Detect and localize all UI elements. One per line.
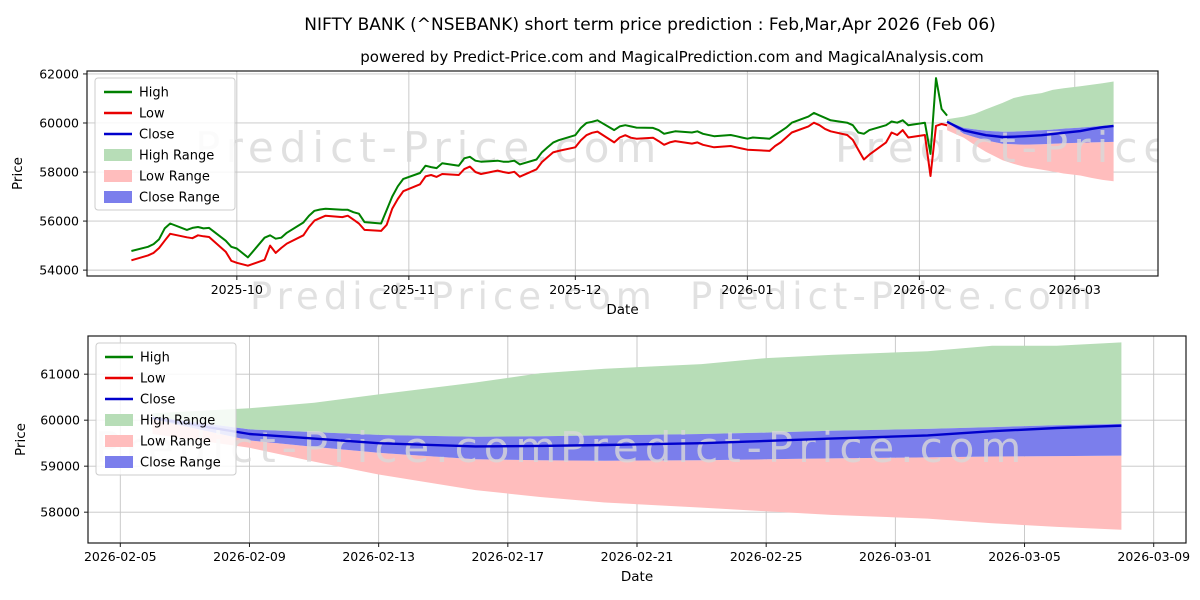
y-tick-label: 58000: [40, 505, 80, 520]
watermark: Predict-Price.com: [195, 123, 662, 172]
watermark: Predict-Price.com: [835, 123, 1200, 172]
x-tick-label: 2026-02-21: [601, 549, 674, 564]
legend-label: High: [140, 351, 170, 366]
watermark: Predict-Price.com: [690, 275, 1097, 318]
legend-label: High Range: [140, 414, 215, 429]
x-tick-label: 2026-02-13: [342, 549, 415, 564]
watermark-row: Predict-Price.com Predict-Price.com: [250, 275, 1097, 318]
x-tick-label: 2025-12: [549, 282, 601, 297]
legend-close-range-sample: [104, 191, 132, 203]
legend-label: Low Range: [139, 170, 210, 185]
low-line: [131, 121, 948, 267]
y-axis-label: Price: [13, 423, 29, 456]
high-line: [131, 77, 948, 259]
legend: High Low Close High Range Low Range Close Ran…: [95, 342, 237, 476]
legend-label: Low: [139, 107, 165, 122]
x-tick-label: 2026-02-05: [84, 549, 157, 564]
y-axis-label: Price: [10, 157, 26, 190]
legend-label: Close: [139, 128, 174, 143]
x-tick-label: 2026-02-09: [213, 549, 286, 564]
x-tick-label: 2026-02-25: [730, 549, 803, 564]
low-range-band: [152, 419, 1122, 530]
watermark: Predict-Price.com: [560, 423, 1027, 472]
x-tick-label: 2026-01: [721, 282, 773, 297]
legend-label: Low: [140, 372, 166, 387]
legend-high-range-sample: [105, 414, 133, 426]
legend-label: High Range: [139, 149, 214, 164]
y-tick-label: 60000: [39, 115, 79, 130]
legend-low-range-sample: [105, 435, 133, 447]
y-tick-label: 62000: [39, 66, 79, 81]
plot-border: [86, 70, 1159, 277]
price-history-chart: Predict-Price.comPredict-Price.com2025-1…: [10, 66, 1200, 318]
x-tick-label: 2025-11: [383, 282, 435, 297]
close-range-band: [152, 416, 1122, 461]
x-tick-label: 2025-10: [211, 282, 263, 297]
y-tick-label: 54000: [39, 263, 79, 278]
y-tick-label: 56000: [39, 214, 79, 229]
legend-low-range-sample: [104, 170, 132, 182]
low-range-band: [947, 122, 1114, 182]
x-tick-label: 2026-03-09: [1117, 549, 1190, 564]
high-range-band: [152, 342, 1122, 437]
prediction-zoom-chart: Predict-Price.comPredict-Price.com2026-0…: [13, 335, 1190, 585]
high-range-band: [947, 81, 1114, 132]
legend-label: High: [139, 86, 169, 101]
legend: High Low Close High Range Low Range Close Ran…: [94, 77, 236, 211]
x-axis-label: Date: [606, 302, 638, 318]
close-line: [152, 416, 1122, 448]
figure-subtitle: powered by Predict-Price.com and Magical…: [360, 48, 984, 66]
watermark: Predict-Price.com: [250, 275, 657, 318]
legend-label: Close: [140, 393, 175, 408]
legend-label: Low Range: [140, 435, 211, 450]
x-tick-label: 2026-02: [893, 282, 945, 297]
figure-title: NIFTY BANK (^NSEBANK) short term price p…: [304, 15, 996, 35]
y-tick-label: 59000: [40, 459, 80, 474]
y-tick-label: 61000: [40, 367, 80, 382]
close-line: [946, 120, 1114, 139]
y-tick-label: 58000: [39, 165, 79, 180]
x-axis-label: Date: [621, 569, 653, 585]
legend-high-range-sample: [104, 149, 132, 161]
x-tick-label: 2026-03-01: [859, 549, 932, 564]
y-tick-label: 60000: [40, 413, 80, 428]
legend-close-range-sample: [105, 456, 133, 468]
x-tick-label: 2026-03: [1049, 282, 1101, 297]
legend-label: Close Range: [140, 456, 221, 471]
x-tick-label: 2026-03-05: [988, 549, 1061, 564]
legend-label: Close Range: [139, 191, 220, 206]
close-range-band: [947, 121, 1114, 145]
x-tick-label: 2026-02-17: [471, 549, 544, 564]
